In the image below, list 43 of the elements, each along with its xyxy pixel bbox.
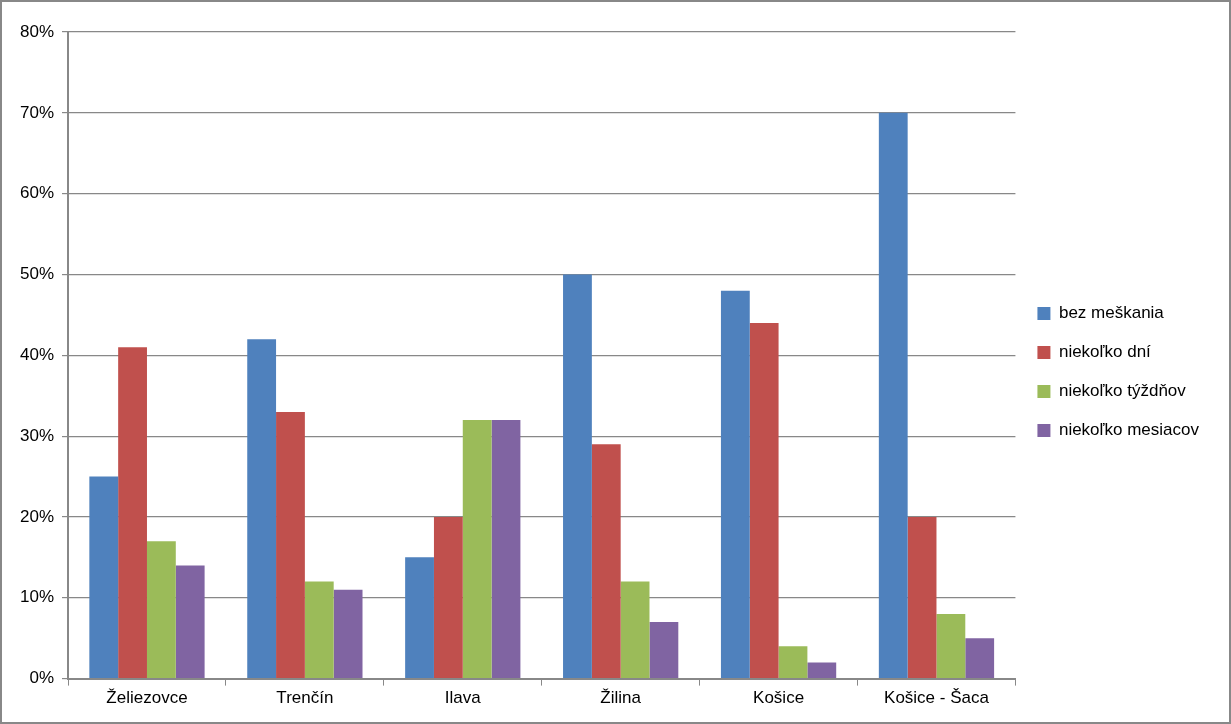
bar (907, 516, 937, 678)
y-tick-label: 10% (19, 587, 55, 607)
bar (405, 557, 434, 678)
legend-label: niekoľko dní (1058, 342, 1152, 362)
legend-label: bez meškania (1058, 303, 1165, 323)
y-tick-label: 50% (19, 264, 55, 284)
bar (304, 581, 334, 678)
bar (118, 347, 147, 678)
bar (247, 339, 277, 678)
legend-label: niekoľko týždňov (1058, 381, 1187, 401)
y-tick-label: 20% (19, 506, 55, 526)
bar (591, 444, 621, 678)
bar (146, 541, 176, 678)
y-tick-label: 40% (19, 344, 55, 364)
bar (778, 646, 808, 678)
bar (491, 419, 521, 678)
y-tick-label: 0% (29, 668, 55, 688)
y-tick-label: 80% (19, 21, 55, 41)
bar (807, 662, 837, 678)
bar (965, 638, 995, 678)
bar (462, 419, 492, 678)
x-tick-label: Žilina (600, 688, 642, 708)
legend-label: niekoľko mesiacov (1058, 420, 1200, 440)
bar (720, 290, 750, 678)
x-tick-label: Želiezovce (106, 688, 188, 708)
bar (620, 581, 650, 678)
y-tick-label: 60% (19, 183, 55, 203)
bar (649, 622, 679, 678)
y-tick-label: 30% (19, 425, 55, 445)
bar (333, 589, 363, 678)
x-tick-label: Ilava (444, 688, 482, 708)
x-tick-label: Košice - Šaca (884, 688, 990, 708)
bar (433, 516, 463, 678)
bar (878, 112, 908, 678)
bar (175, 565, 205, 678)
bar (936, 613, 966, 678)
bar (276, 411, 305, 678)
x-tick-label: Trenčín (276, 688, 334, 708)
bar (563, 274, 592, 678)
bar (89, 476, 119, 678)
x-tick-label: Košice (753, 688, 805, 708)
bar (749, 322, 779, 678)
y-tick-label: 70% (19, 102, 55, 122)
